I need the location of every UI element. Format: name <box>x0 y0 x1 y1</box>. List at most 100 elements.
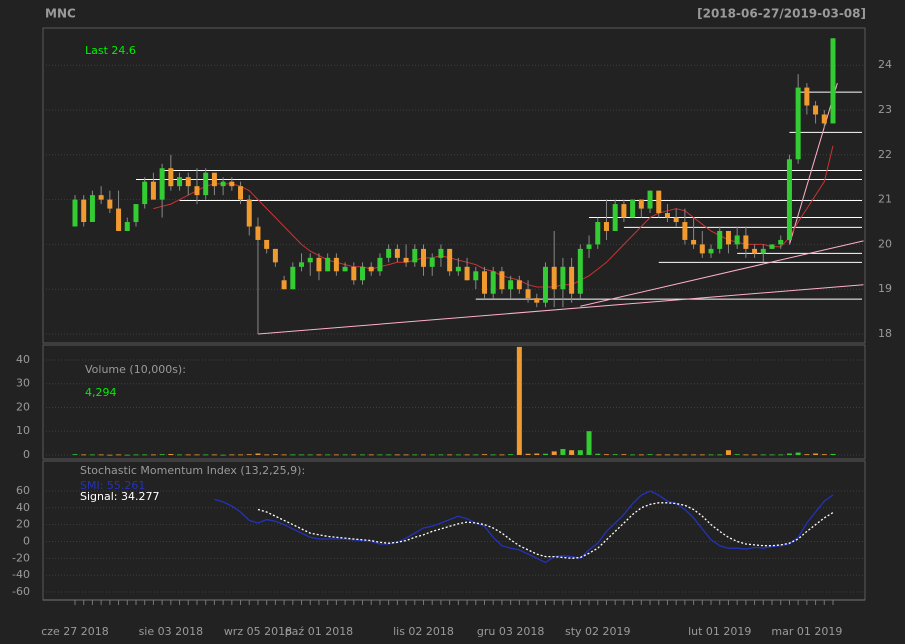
y-tick-label: 10 <box>16 424 30 437</box>
volume-bar <box>98 454 104 456</box>
volume-bar <box>255 453 261 455</box>
candle-body <box>333 257 339 272</box>
candle-body <box>551 266 557 290</box>
volume-bar <box>490 454 496 456</box>
candle-body <box>499 271 505 290</box>
volume-bar <box>307 454 313 456</box>
candle-body <box>177 177 183 187</box>
candle-body <box>830 38 836 124</box>
volume-bar <box>786 453 792 455</box>
candle-body <box>725 230 731 245</box>
volume-bar <box>534 453 540 455</box>
y-tick-label: 21 <box>878 193 892 206</box>
volume-bar <box>281 454 287 456</box>
y-tick-label: 0 <box>23 534 30 547</box>
candle-body <box>647 190 653 209</box>
candle-body <box>621 204 627 218</box>
candle-body <box>124 222 130 231</box>
volume-bar <box>177 454 183 456</box>
volume-bar <box>560 449 566 455</box>
y-tick-label: 23 <box>878 103 892 116</box>
candle-body <box>542 266 548 303</box>
volume-bar <box>220 454 226 456</box>
date-range: [2018-06-27/2019-03-08] <box>697 7 866 21</box>
volume-bar <box>368 454 374 456</box>
candle-body <box>795 87 801 160</box>
volume-bar <box>333 454 339 456</box>
y-tick-label: 30 <box>16 377 30 390</box>
candle-body <box>72 199 78 227</box>
candle-body <box>508 280 514 290</box>
y-tick-label: -20 <box>12 551 30 564</box>
candle-body <box>220 181 226 187</box>
y-tick-label: -60 <box>12 585 30 598</box>
volume-bar <box>438 454 444 456</box>
candle-body <box>238 186 244 200</box>
candle-body <box>203 172 209 196</box>
price-panel <box>42 27 866 344</box>
candle-body <box>377 257 383 272</box>
candle-body <box>142 181 148 205</box>
volume-bar <box>577 450 583 455</box>
candle-body <box>133 204 139 223</box>
volume-bar <box>647 454 653 456</box>
volume-bar <box>394 454 400 456</box>
volume-bar <box>168 454 174 455</box>
volume-bar <box>299 454 305 456</box>
volume-bar <box>290 454 296 456</box>
candle-body <box>290 266 296 290</box>
volume-bar <box>630 454 636 456</box>
volume-bar <box>203 454 209 456</box>
volume-bar <box>682 454 688 456</box>
candle-body <box>778 239 784 245</box>
candle-body <box>281 280 287 290</box>
volume-bar <box>664 454 670 456</box>
volume-bar <box>142 454 148 456</box>
volume-bar <box>150 454 156 456</box>
volume-bar <box>377 454 383 456</box>
y-tick-label: 20 <box>16 518 30 531</box>
volume-bar <box>743 454 749 456</box>
candle-body <box>116 208 122 231</box>
y-tick-label: 60 <box>16 484 30 497</box>
candle-body <box>368 266 374 272</box>
candle-body <box>821 114 827 124</box>
candle-body <box>299 262 305 267</box>
volume-bar <box>734 454 740 456</box>
candle-body <box>534 298 540 303</box>
volume-bar <box>821 454 827 456</box>
candle-body <box>455 266 461 272</box>
candle-body <box>664 213 670 218</box>
candle-body <box>525 289 531 299</box>
volume-bar <box>81 454 87 456</box>
volume-bar <box>89 454 95 456</box>
candle-body <box>325 257 331 272</box>
volume-bar <box>133 454 139 456</box>
volume-bar <box>238 454 244 456</box>
volume-bar <box>708 454 714 456</box>
volume-bar <box>72 454 78 456</box>
volume-bar <box>725 450 731 455</box>
volume-bar <box>272 454 278 456</box>
volume-last: 4,294 <box>85 386 117 399</box>
volume-bar <box>351 454 357 456</box>
volume-bar <box>116 454 122 456</box>
volume-bar <box>246 454 252 456</box>
candle-body <box>194 186 200 196</box>
y-tick-label: 24 <box>878 58 892 71</box>
volume-bar <box>403 454 409 456</box>
volume-bar <box>185 454 191 456</box>
volume-bar <box>107 454 113 456</box>
volume-bar <box>316 454 322 456</box>
candle-body <box>813 105 819 115</box>
volume-bar <box>481 454 487 456</box>
x-tick-label: lis 02 2018 <box>393 625 454 638</box>
candle-body <box>81 199 87 223</box>
volume-bar <box>229 454 235 456</box>
candle-body <box>734 235 740 245</box>
candle-body <box>638 199 644 209</box>
y-tick-label: 19 <box>878 282 892 295</box>
candle-body <box>412 248 418 263</box>
candle-body <box>159 168 165 200</box>
last-price: Last 24.6 <box>85 44 136 57</box>
